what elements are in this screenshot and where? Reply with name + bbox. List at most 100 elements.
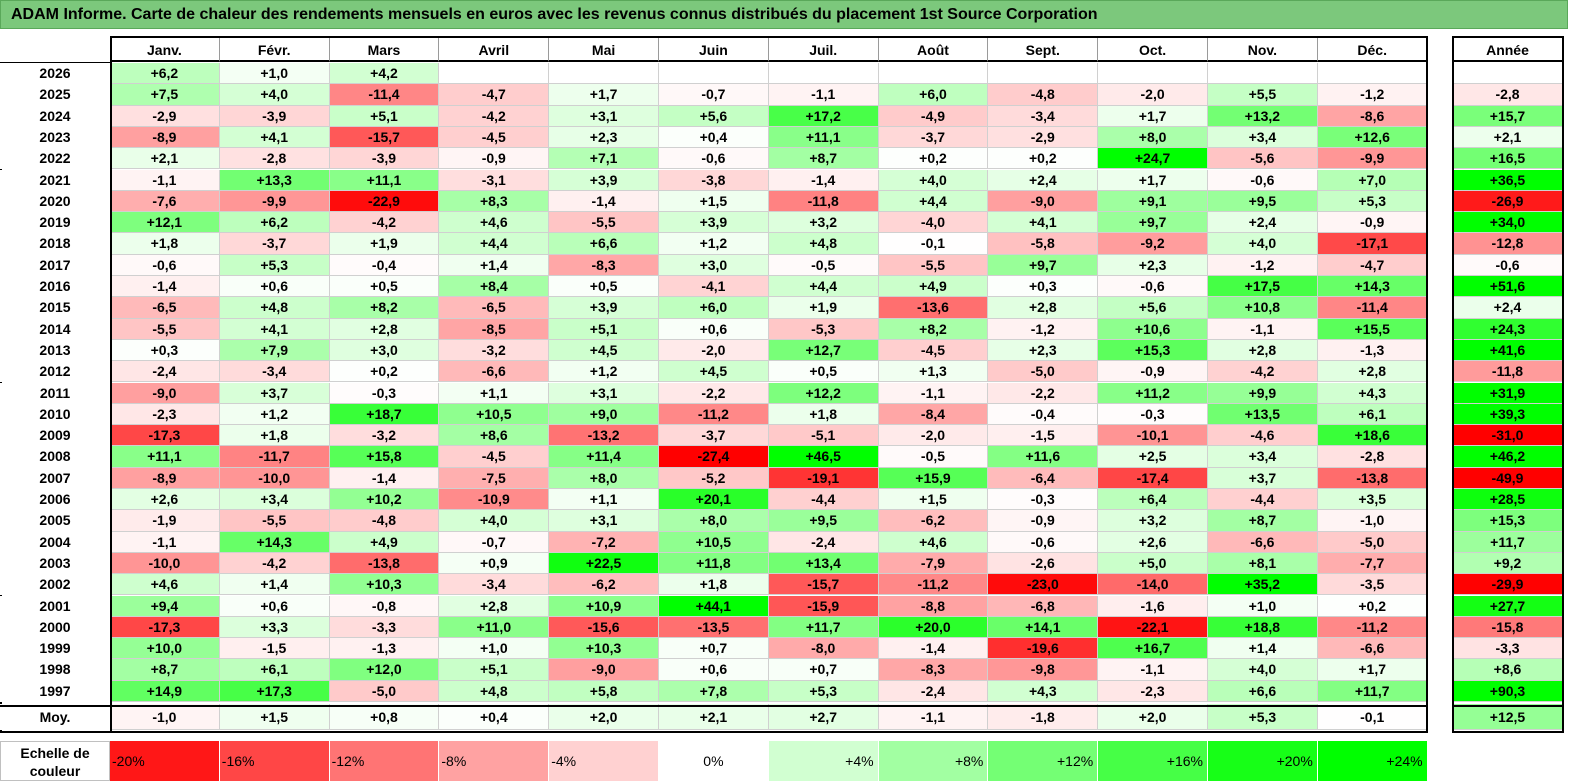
heatmap-cell: +10,9: [549, 595, 659, 617]
heatmap-cell: +4,1: [219, 318, 330, 340]
heatmap-cell: -2,2: [659, 382, 769, 404]
heatmap-cell: -13,6: [878, 297, 989, 319]
heatmap-cell: +9,7: [988, 254, 1099, 276]
annual-cell: -12,8: [1452, 233, 1564, 255]
row-label-year: 2019: [0, 212, 110, 234]
heatmap-cell: +12,7: [768, 339, 879, 362]
heatmap-cell: -0,9: [439, 148, 550, 170]
average-cell: -1,1: [878, 704, 989, 730]
heatmap-cell: +5,3: [768, 680, 879, 702]
heatmap-cell: -9,8: [988, 659, 1099, 681]
heatmap-cell: -8,5: [439, 318, 550, 340]
heatmap-cell: +14,9: [110, 680, 220, 702]
heatmap-cell: +1,9: [768, 297, 879, 319]
heatmap-cell: +2,3: [549, 126, 659, 149]
heatmap-cell: -9,0: [988, 190, 1099, 213]
heatmap-cell: +3,1: [549, 105, 659, 127]
heatmap-cell: +5,5: [1208, 84, 1318, 106]
average-cell: +2,1: [659, 704, 769, 730]
heatmap-cell: +6,1: [219, 659, 330, 681]
heatmap-cell: +15,3: [1098, 339, 1208, 362]
average-cell: +1,5: [219, 704, 330, 730]
heatmap-cell: -3,1: [439, 169, 550, 191]
heatmap-cell: +4,0: [219, 84, 330, 106]
heatmap-cell: +13,3: [219, 169, 330, 191]
heatmap-cell: +0,5: [768, 361, 879, 383]
annual-cell: +41,6: [1452, 339, 1564, 362]
heatmap-cell: -6,6: [1208, 531, 1318, 553]
row-label-year: 2002: [0, 574, 110, 596]
heatmap-cell: -5,0: [329, 680, 440, 702]
heatmap-cell: +1,1: [439, 382, 550, 404]
heatmap-cell: -13,5: [659, 616, 769, 639]
heatmap-cell: +2,8: [988, 297, 1099, 319]
heatmap-cell: +11,0: [439, 616, 550, 639]
heatmap-cell: +6,6: [549, 233, 659, 255]
heatmap-cell: +3,0: [659, 254, 769, 276]
row-label-year: 2016: [0, 276, 110, 298]
heatmap-cell: +11,7: [768, 616, 879, 639]
heatmap-cell: -15,9: [768, 595, 879, 617]
heatmap-cell: -1,4: [878, 638, 989, 660]
heatmap-cell: -6,2: [549, 574, 659, 596]
heatmap-cell: -0,9: [988, 510, 1099, 532]
heatmap-cell: +15,5: [1317, 318, 1428, 340]
heatmap-cell: +2,6: [1098, 531, 1208, 553]
heatmap-cell: +1,2: [659, 233, 769, 255]
heatmap-cell: +1,5: [659, 190, 769, 213]
heatmap-cell: +0,6: [219, 595, 330, 617]
heatmap-cell: -1,4: [110, 276, 220, 298]
heatmap-cell: +6,4: [1098, 489, 1208, 511]
heatmap-cell: -1,3: [1317, 339, 1428, 362]
heatmap-cell: +1,7: [549, 84, 659, 106]
heatmap-cell: -11,4: [1317, 297, 1428, 319]
heatmap-cell: [549, 63, 659, 85]
heatmap-cell: -0,4: [988, 403, 1099, 426]
heatmap-cell: +4,0: [439, 510, 550, 532]
heatmap-cell: +13,2: [1208, 105, 1318, 127]
column-header: Juil.: [768, 38, 879, 62]
heatmap-cell: +4,9: [329, 531, 440, 553]
heatmap-cell: -2,8: [219, 148, 330, 170]
heatmap-cell: -9,2: [1098, 233, 1208, 255]
heatmap-cell: -17,3: [110, 425, 220, 447]
annual-cell: -31,0: [1452, 425, 1564, 447]
heatmap-cell: +10,2: [329, 489, 440, 511]
annual-cell: +36,5: [1452, 169, 1564, 191]
heatmap-cell: -7,9: [878, 552, 989, 575]
heatmap-cell: +1,8: [768, 403, 879, 426]
heatmap-cell: +1,0: [219, 63, 330, 85]
heatmap-cell: -4,2: [329, 212, 440, 234]
heatmap-cell: -4,5: [439, 446, 550, 468]
heatmap-cell: -2,8: [1317, 446, 1428, 468]
heatmap-cell: -7,2: [549, 531, 659, 553]
heatmap-cell: +4,4: [768, 276, 879, 298]
heatmap-cell: +3,2: [768, 212, 879, 234]
annual-cell: +8,6: [1452, 659, 1564, 681]
heatmap-cell: -3,2: [439, 339, 550, 362]
color-scale-stop: +8%: [878, 741, 989, 781]
heatmap-cell: -4,2: [439, 105, 550, 127]
heatmap-cell: +17,3: [219, 680, 330, 702]
heatmap-cell: +0,2: [878, 148, 989, 170]
heatmap-cell: -11,7: [219, 446, 330, 468]
heatmap-cell: -17,3: [110, 616, 220, 639]
heatmap-cell: -9,0: [549, 659, 659, 681]
heatmap-cell: +0,3: [110, 339, 220, 362]
heatmap-cell: +8,7: [768, 148, 879, 170]
heatmap-cell: +0,3: [988, 276, 1099, 298]
heatmap-cell: +22,5: [549, 552, 659, 575]
heatmap-cell: +1,9: [329, 233, 440, 255]
annual-cell: +34,0: [1452, 212, 1564, 234]
average-row-label: Moy.: [0, 704, 110, 730]
heatmap-cell: +7,8: [659, 680, 769, 702]
heatmap-cell: +5,1: [549, 318, 659, 340]
row-label-year: 2026: [0, 63, 110, 85]
heatmap-cell: +17,5: [1208, 276, 1318, 298]
heatmap-cell: +11,1: [110, 446, 220, 468]
heatmap-cell: +11,4: [549, 446, 659, 468]
color-scale-stop: 0%: [659, 741, 769, 781]
annual-cell: -29,9: [1452, 574, 1564, 596]
heatmap-cell: +17,2: [768, 105, 879, 127]
heatmap-cell: +3,4: [1208, 446, 1318, 468]
